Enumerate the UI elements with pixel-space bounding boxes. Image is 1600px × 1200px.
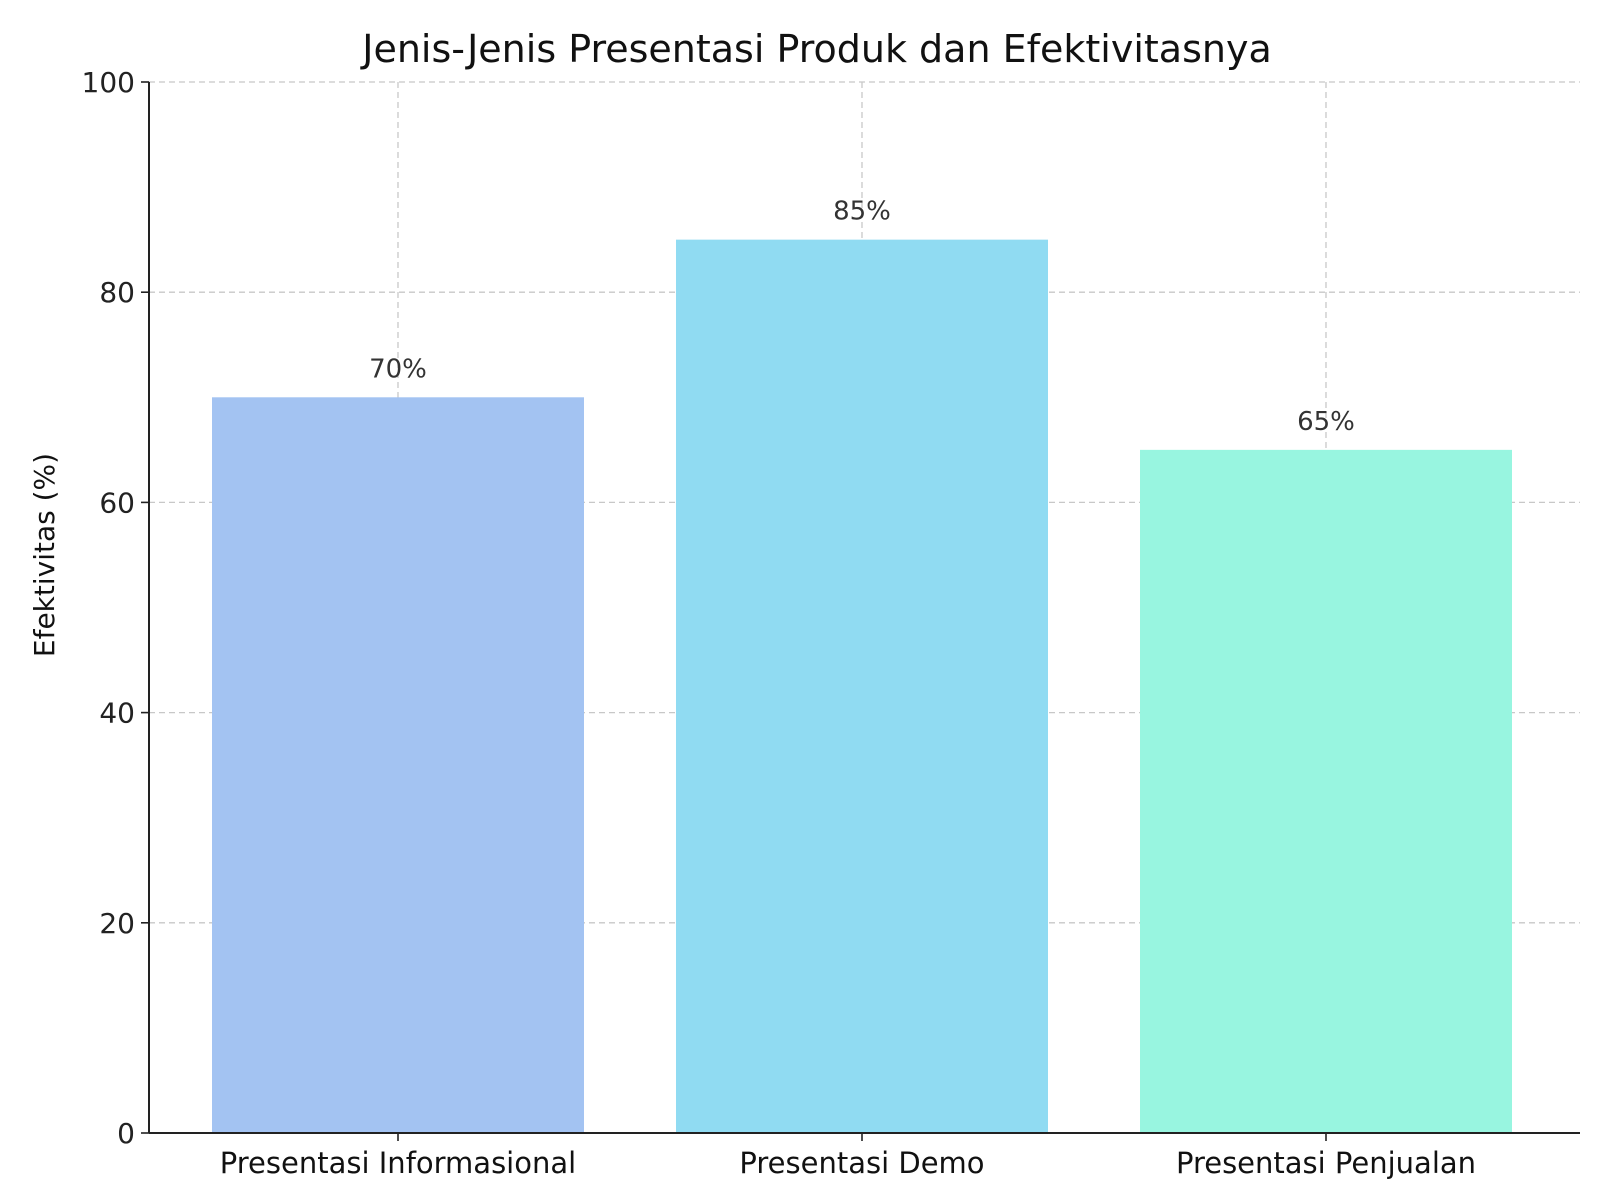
bar-value-label: 70% [369,354,427,384]
bar-value-label: 65% [1297,407,1355,437]
bar [1140,449,1512,1134]
chart-title: Jenis-Jenis Presentasi Produk dan Efekti… [360,27,1272,71]
bar-value-label: 85% [833,197,891,227]
y-ticks: 0 20 40 60 80 100 [82,66,149,1150]
y-tick-label: 20 [99,907,135,940]
x-tick-label: Presentasi Demo [739,1146,984,1180]
x-tick-label: Presentasi Informasional [220,1146,576,1180]
data-labels: 70% 85% 65% [369,197,1355,437]
y-axis-label: Efektivitas (%) [28,453,61,657]
x-ticks: Presentasi Informasional Presentasi Demo P… [220,1133,1476,1180]
y-tick-label: 60 [99,486,135,519]
x-tick-label: Presentasi Penjualan [1176,1146,1476,1180]
y-tick-label: 0 [117,1117,135,1150]
bar [676,239,1048,1133]
y-tick-label: 40 [99,697,135,730]
bars [212,239,1512,1134]
y-tick-label: 80 [99,276,135,309]
axes [148,82,1580,1134]
bar [212,397,584,1133]
y-tick-label: 100 [82,66,135,99]
